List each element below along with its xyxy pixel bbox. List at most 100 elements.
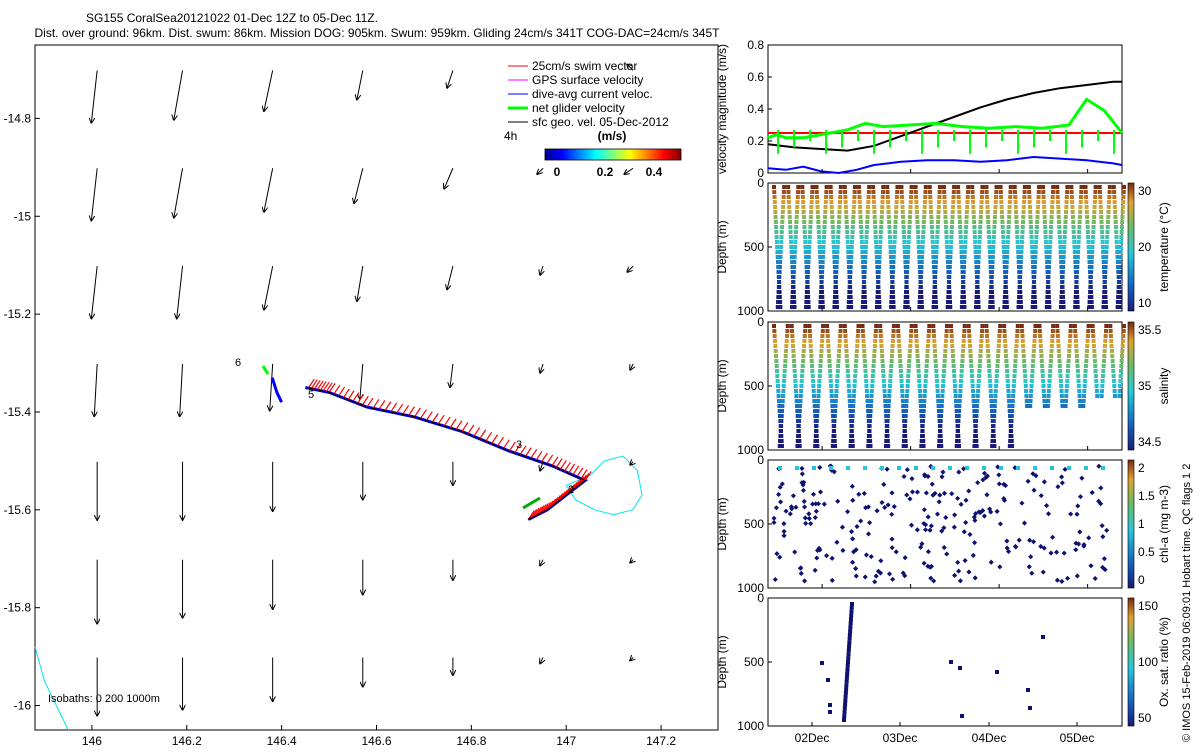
salinity-point [997, 329, 1002, 333]
temperature-point [793, 230, 798, 234]
temperature-point [1101, 260, 1106, 264]
temperature-point [832, 260, 837, 264]
salinity-point [861, 344, 866, 348]
temperature-point [1104, 250, 1109, 254]
salinity-point [812, 404, 817, 408]
temperature-point [915, 225, 920, 229]
temperature-point [956, 195, 961, 199]
salinity-point [1048, 364, 1053, 368]
temperature-point [1000, 215, 1005, 219]
salinity-point [1077, 394, 1082, 398]
temperature-point [1050, 205, 1055, 209]
temperature-point [906, 235, 911, 239]
salinity-point [863, 374, 868, 378]
temperature-point [1014, 220, 1019, 224]
salinity-point [1082, 384, 1087, 388]
temperature-point [1089, 300, 1094, 304]
salinity-point [1068, 334, 1073, 338]
salinity-point [1056, 344, 1061, 348]
swim-vector [357, 394, 365, 404]
temperature-point [1102, 280, 1107, 284]
geo-vector-arrow [537, 167, 544, 174]
temperature-point [834, 300, 839, 304]
chla-point [1045, 511, 1052, 517]
temperature-point [1106, 210, 1111, 214]
salinity-point [1099, 389, 1104, 393]
credit-text: © IMOS 15-Feb-2019 06:09:01 Hobart time.… [1181, 464, 1193, 742]
temperature-point [1032, 265, 1037, 269]
temperature-point [817, 235, 822, 239]
temperature-point [930, 245, 935, 249]
temperature-point [1030, 305, 1035, 309]
salinity-point [949, 329, 954, 333]
track-label-5: 5 [308, 389, 314, 401]
temperature-point [779, 230, 784, 234]
chla-surface-point [914, 466, 918, 470]
salinity-point [1074, 344, 1079, 348]
temperature-point [946, 290, 951, 294]
temperature-point [1118, 255, 1123, 259]
temperature-point [903, 260, 908, 264]
salinity-point [959, 379, 964, 383]
temperature-point [1031, 290, 1036, 294]
salinity-point [923, 374, 928, 378]
temperature-point [908, 210, 913, 214]
temperature-point [919, 270, 924, 274]
chla-point [900, 570, 906, 576]
temperature-point [889, 290, 894, 294]
salinity-point [835, 374, 840, 378]
temperature-point [804, 290, 809, 294]
velocity-series-2 [767, 155, 1123, 175]
salinity-point [1121, 334, 1126, 338]
temperature-point [1100, 230, 1105, 234]
salinity-point [828, 369, 833, 373]
temperature-point [865, 220, 870, 224]
salinity-point [1075, 369, 1080, 373]
salinity-point [828, 374, 833, 378]
temperature-point [973, 250, 978, 254]
temperature-point [1008, 190, 1013, 194]
temperature-point [791, 280, 796, 284]
salinity-point [1118, 379, 1123, 383]
temperature-point [943, 215, 948, 219]
temperature-point [1086, 240, 1091, 244]
oxygen-axes [767, 597, 1123, 727]
temperature-point [1116, 280, 1121, 284]
temperature-point [1092, 205, 1097, 209]
salinity-point [1060, 404, 1065, 408]
salinity-point [835, 369, 840, 373]
salinity-point [866, 444, 871, 448]
temperature-point [792, 255, 797, 259]
chla-point [929, 481, 935, 487]
temperature-point [951, 195, 956, 199]
salinity-point [1095, 394, 1100, 398]
salinity-point [1005, 369, 1010, 373]
temperature-point [872, 220, 877, 224]
temperature-point [889, 260, 894, 264]
chla-point [1031, 487, 1037, 493]
temperature-point [1101, 295, 1106, 299]
chla-point [863, 552, 870, 558]
temperature-point [1015, 240, 1020, 244]
temperature-point [959, 305, 964, 309]
temperature-point [1022, 190, 1027, 194]
chla-surface-point [795, 466, 799, 470]
salinity-point [781, 389, 786, 393]
salinity-point [871, 359, 876, 363]
salinity-point [784, 339, 789, 343]
temperature-point [963, 245, 968, 249]
temperature-point [914, 200, 919, 204]
temperature-point [945, 300, 950, 304]
chla-y-label: 0 [757, 453, 764, 467]
temperature-point [1037, 185, 1042, 189]
salinity-point [1100, 374, 1105, 378]
temperature-point [1091, 235, 1096, 239]
salinity-point [1022, 364, 1027, 368]
salinity-point [1021, 354, 1026, 358]
salinity-point [878, 334, 883, 338]
salinity-point [1110, 364, 1115, 368]
temperature-point [876, 275, 881, 279]
temperature-point [890, 285, 895, 289]
temperature-point [988, 295, 993, 299]
temperature-point [859, 225, 864, 229]
